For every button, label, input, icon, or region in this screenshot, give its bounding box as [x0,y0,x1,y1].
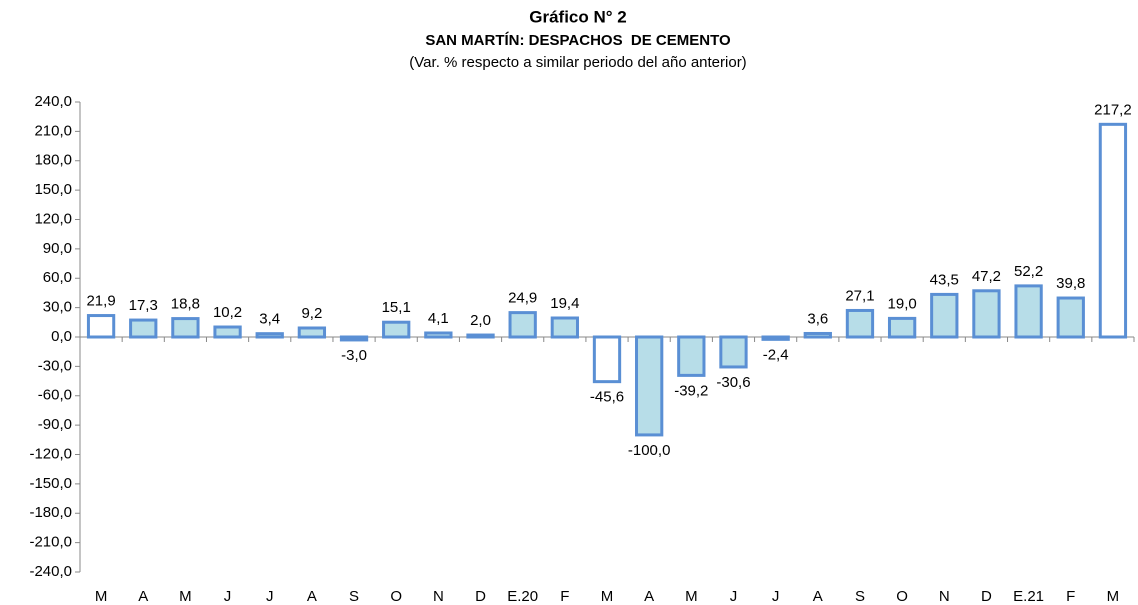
x-tick-label: M [685,588,698,605]
value-label: -45,6 [590,389,624,406]
bar [635,335,664,437]
value-label: 19,0 [888,295,917,312]
y-tick-label: 180,0 [34,152,72,169]
bar [255,332,284,339]
value-label: 2,0 [470,312,491,329]
y-tick-label: 30,0 [43,299,72,316]
y-tick-label: 240,0 [34,93,72,110]
value-label: 15,1 [382,299,411,316]
bar [1056,296,1085,339]
value-label: 19,4 [550,295,579,312]
x-tick-label: D [475,588,486,605]
value-label: 52,2 [1014,263,1043,280]
x-tick-label: O [896,588,908,605]
x-tick-label: J [772,588,780,605]
y-tick-label: 120,0 [34,210,72,227]
x-tick-label: S [349,588,359,605]
bar [297,326,327,339]
x-tick-label: F [560,588,569,605]
bar [339,335,369,342]
y-tick-label: 210,0 [34,122,72,139]
value-label: 39,8 [1056,275,1085,292]
y-tick-label: -30,0 [38,357,72,374]
x-tick-label: M [1107,588,1120,605]
value-label: 4,1 [428,310,449,327]
value-label: -39,2 [674,382,708,399]
x-tick-label: F [1066,588,1075,605]
bar [972,289,1001,339]
value-label: 217,2 [1094,101,1132,118]
y-tick-label: -240,0 [29,563,72,580]
x-tick-label: J [730,588,738,605]
x-tick-label: A [138,588,148,605]
bar [508,311,537,339]
x-tick-label: J [266,588,274,605]
value-label: 9,2 [301,305,322,322]
bar [1098,122,1128,339]
y-tick-label: 60,0 [43,269,72,286]
bar [213,325,242,339]
y-tick-label: -180,0 [29,504,72,521]
value-label: 10,2 [213,304,242,321]
value-label: 24,9 [508,290,537,307]
chart-title: Gráfico N° 2 [529,7,627,26]
bar [930,292,959,339]
bar [129,318,158,339]
value-label: -3,0 [341,347,367,364]
bar [550,316,579,339]
x-tick-label: D [981,588,992,605]
y-tick-label: 150,0 [34,181,72,198]
bar [719,335,748,369]
x-tick-label: E.21 [1013,588,1044,605]
x-tick-label: O [390,588,402,605]
bar [677,335,706,377]
value-label: 27,1 [845,287,874,304]
x-tick-label: E.20 [507,588,538,605]
y-tick-label: -120,0 [29,445,72,462]
y-tick-label: 0,0 [51,328,72,345]
bar [171,317,200,339]
value-label: 3,6 [807,310,828,327]
bar [845,308,875,339]
x-tick-label: J [224,588,232,605]
bar [466,333,495,339]
x-tick-label: A [307,588,317,605]
bar [1014,284,1043,339]
bar [592,335,622,384]
value-label: 17,3 [129,297,158,314]
x-tick-label: M [601,588,614,605]
x-tick-label: N [433,588,444,605]
bar [382,320,411,339]
bar [761,335,790,341]
bar [887,316,917,339]
y-tick-label: -90,0 [38,416,72,433]
value-label: 43,5 [930,271,959,288]
chart-subtitle: (Var. % respecto a similar periodo del a… [409,54,746,71]
value-label: 47,2 [972,268,1001,285]
x-tick-label: N [939,588,950,605]
value-label: 18,8 [171,296,200,313]
y-tick-label: 90,0 [43,240,72,257]
x-tick-label: S [855,588,865,605]
y-tick-label: -210,0 [29,534,72,551]
bar [86,314,116,339]
x-tick-label: A [644,588,654,605]
chart-subtitle: SAN MARTÍN: DESPACHOS DE CEMENTO [425,32,731,49]
x-tick-label: A [813,588,823,605]
x-tick-label: M [95,588,108,605]
value-label: -30,6 [716,374,750,391]
value-label: 3,4 [259,311,280,328]
y-tick-label: -150,0 [29,475,72,492]
value-label: -2,4 [763,346,789,363]
y-tick-label: -60,0 [38,387,72,404]
value-label: 21,9 [86,293,115,310]
bar [803,331,832,339]
value-label: -100,0 [628,442,671,459]
bar [424,331,453,339]
x-tick-label: M [179,588,192,605]
